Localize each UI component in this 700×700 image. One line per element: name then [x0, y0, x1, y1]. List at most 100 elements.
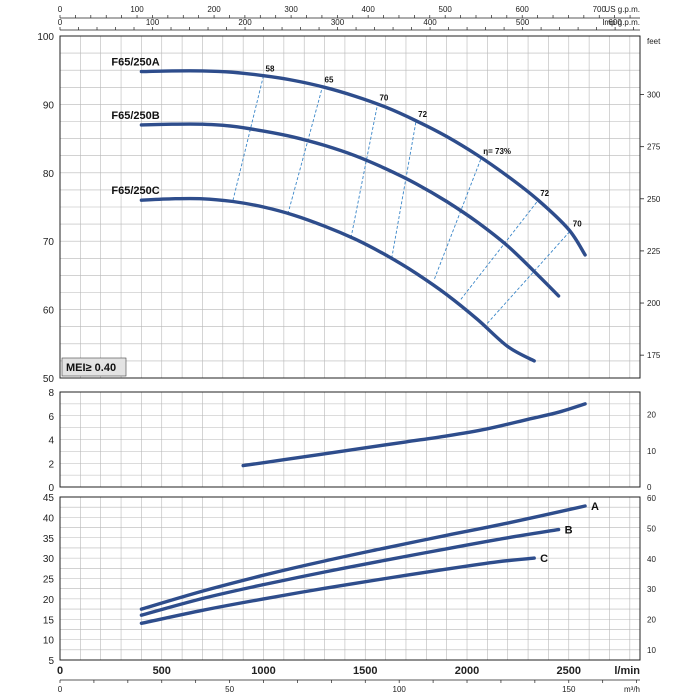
- grid-layer: [60, 36, 640, 660]
- efficiency-line: [350, 104, 378, 238]
- efficiency-label: 70: [379, 93, 388, 102]
- m3h-tick-label: 100: [393, 685, 407, 694]
- us-gpm-tick-label: 700: [593, 5, 607, 14]
- y-tick-label: 70: [43, 237, 55, 248]
- y2-tick-label: 175: [647, 351, 661, 360]
- y2-tick-label: 10: [647, 447, 656, 456]
- us-gpm-axis-label: US g.p.m.: [604, 5, 640, 14]
- mei-label: MEI≥ 0.40: [66, 362, 116, 374]
- m3h-tick-label: 50: [225, 685, 234, 694]
- m3h-tick-label: 150: [562, 685, 576, 694]
- curves-layer: [139, 69, 587, 625]
- imp-gpm-tick-label: 500: [516, 18, 530, 27]
- x-tick-label: 500: [153, 665, 171, 677]
- tick-labels: 5060708090100024685101520253035404517520…: [37, 5, 661, 694]
- imp-gpm-tick-label: 100: [146, 18, 160, 27]
- y2-tick-label: 200: [647, 299, 661, 308]
- us-gpm-tick-label: 600: [516, 5, 530, 14]
- head-curve: [139, 69, 587, 257]
- us-gpm-tick-label: 200: [207, 5, 221, 14]
- y2-tick-label: 300: [647, 91, 661, 100]
- power-curve: [139, 556, 536, 625]
- y2-tick-label: 10: [647, 646, 656, 655]
- efficiency-lines: [232, 75, 572, 324]
- head-curve-label: F65/250A: [111, 57, 159, 69]
- feet-axis-label: feet: [647, 37, 661, 46]
- y-tick-label: 8: [48, 388, 54, 399]
- m3h-axis-label: m³/h: [624, 685, 640, 694]
- y-tick-label: 30: [43, 554, 55, 565]
- imp-gpm-tick-label: 300: [331, 18, 345, 27]
- y2-tick-label: 30: [647, 585, 656, 594]
- y2-tick-label: 250: [647, 195, 661, 204]
- y2-tick-label: 40: [647, 555, 656, 564]
- x-tick-label: 2000: [455, 665, 479, 677]
- panel-frames: [59, 35, 641, 661]
- y-tick-label: 20: [43, 595, 55, 606]
- y2-tick-label: 0: [647, 483, 652, 492]
- y-tick-label: 10: [43, 636, 55, 647]
- imp-gpm-axis-label: Imp g.p.m.: [602, 18, 640, 27]
- x-tick-label: 2500: [557, 665, 581, 677]
- efficiency-label: 72: [418, 110, 427, 119]
- x-tick-label: 1000: [251, 665, 275, 677]
- y-tick-label: 6: [48, 412, 54, 423]
- npsh-panel-frame: [59, 391, 641, 488]
- imp-gpm-tick-label: 400: [423, 18, 437, 27]
- y2-tick-label: 20: [647, 411, 656, 420]
- y-tick-label: 5: [48, 656, 54, 667]
- labels-layer: 58 65 70 72 η= 73% 72 70 F65/250A F65/250B F65/25…: [61, 57, 599, 565]
- us-gpm-tick-label: 0: [58, 5, 63, 14]
- efficiency-line: [391, 120, 417, 259]
- y2-tick-label: 225: [647, 247, 661, 256]
- y-tick-label: 40: [43, 513, 55, 524]
- efficiency-label: 70: [573, 219, 582, 228]
- m3h-tick-label: 0: [58, 685, 63, 694]
- imp-gpm-tick-label: 600: [608, 18, 622, 27]
- npsh-curve: [241, 402, 587, 468]
- imp-gpm-tick-label: 200: [238, 18, 252, 27]
- mei-badge: [61, 357, 127, 377]
- efficiency-line: [287, 86, 323, 214]
- y-tick-label: 45: [43, 493, 55, 504]
- y-tick-label: 80: [43, 169, 55, 180]
- y2-tick-label: 60: [647, 494, 656, 503]
- y-tick-label: 100: [37, 32, 54, 43]
- power-curve: [139, 504, 587, 611]
- power-curve-label: B: [565, 525, 573, 537]
- power-curve-label: A: [591, 501, 599, 513]
- head-curve: [139, 122, 561, 298]
- y-tick-label: 2: [48, 459, 54, 470]
- efficiency-line: [460, 199, 539, 300]
- y-tick-label: 60: [43, 306, 55, 317]
- head-curve-label: F65/250C: [111, 185, 159, 197]
- head-curve-label: F65/250B: [111, 110, 159, 122]
- y-tick-label: 50: [43, 374, 55, 385]
- y-tick-label: 90: [43, 100, 55, 111]
- y-tick-label: 4: [48, 436, 54, 447]
- y2-tick-label: 50: [647, 524, 656, 533]
- us-gpm-tick-label: 300: [284, 5, 298, 14]
- us-gpm-tick-label: 500: [439, 5, 453, 14]
- efficiency-label: 58: [266, 65, 275, 74]
- power-panel-frame: [59, 496, 641, 661]
- power-curve-label: C: [540, 553, 548, 565]
- power-curve: [139, 527, 561, 617]
- efficiency-label: η= 73%: [483, 147, 511, 156]
- y-tick-label: 15: [43, 615, 55, 626]
- imp-gpm-tick-label: 0: [58, 18, 63, 27]
- y-tick-label: 0: [48, 483, 54, 494]
- y2-tick-label: 275: [647, 143, 661, 152]
- efficiency-label: 65: [325, 76, 334, 85]
- efficiency-label: 72: [540, 189, 549, 198]
- efficiency-line: [232, 75, 264, 201]
- x-tick-label: 0: [57, 665, 63, 677]
- us-gpm-tick-label: 100: [130, 5, 144, 14]
- y2-tick-label: 20: [647, 616, 656, 625]
- efficiency-line: [487, 229, 572, 324]
- head-curve: [139, 196, 536, 363]
- us-gpm-tick-label: 400: [361, 5, 375, 14]
- y-tick-label: 25: [43, 575, 55, 586]
- x-tick-label: 1500: [353, 665, 377, 677]
